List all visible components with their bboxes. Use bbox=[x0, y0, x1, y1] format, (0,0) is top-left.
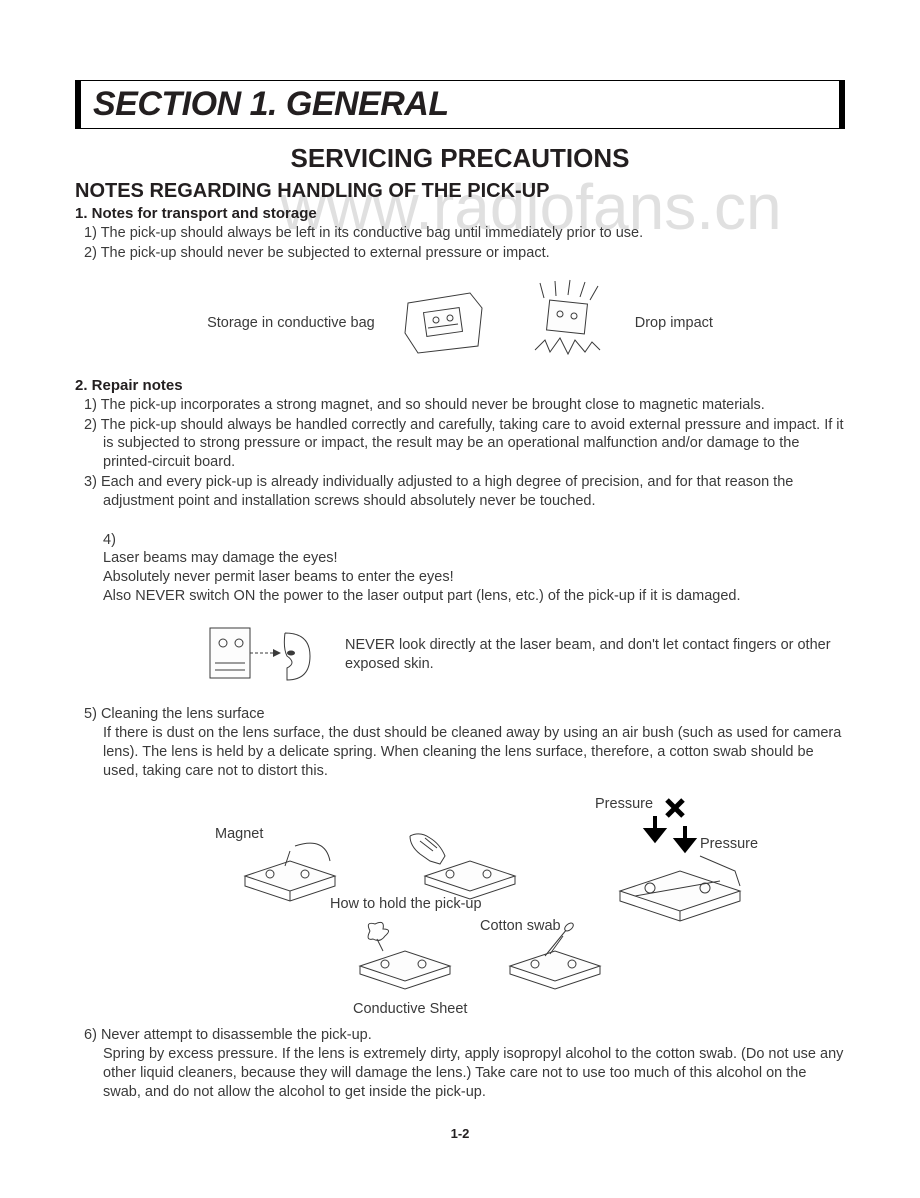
item-text: Each and every pick-up is already indivi… bbox=[101, 474, 793, 509]
storage-bag-icon bbox=[395, 283, 495, 363]
list-item: 4) Laser beams may damage the eyes! Abso… bbox=[103, 512, 845, 606]
list-item: 6) Never attempt to disassemble the pick… bbox=[103, 1026, 845, 1101]
handling-diagram: Magnet How to hold the pick-up Cotton sw… bbox=[75, 796, 845, 1016]
section-title-box: SECTION 1. GENERAL bbox=[75, 80, 845, 129]
page-number: 1-2 bbox=[75, 1126, 845, 1141]
laser-warning-row: NEVER look directly at the laser beam, a… bbox=[205, 618, 845, 693]
page-content: SECTION 1. GENERAL SERVICING PRECAUTIONS… bbox=[75, 80, 845, 1141]
conductive-sheet-icon bbox=[345, 921, 465, 1001]
hand-holding-icon bbox=[405, 826, 535, 906]
section1-heading: 1. Notes for transport and storage bbox=[75, 205, 845, 222]
magnet-pickup-icon bbox=[235, 841, 345, 911]
item-num: 2) bbox=[84, 417, 97, 433]
list-item: 1) The pick-up incorporates a strong mag… bbox=[103, 396, 845, 415]
item-heading: Cleaning the lens surface bbox=[101, 706, 265, 722]
section2-heading: 2. Repair notes bbox=[75, 377, 845, 394]
item-text: Laser beams may damage the eyes! Absolut… bbox=[103, 550, 740, 604]
item-text: Spring by excess pressure. If the lens i… bbox=[103, 1046, 843, 1100]
item-num: 6) bbox=[84, 1027, 97, 1043]
item-num: 5) bbox=[84, 706, 97, 722]
item-text: The pick-up should never be subjected to… bbox=[101, 245, 550, 261]
fig-label-storage: Storage in conductive bag bbox=[207, 315, 375, 331]
item-heading: Never attempt to disassemble the pick-up… bbox=[101, 1027, 372, 1043]
item-num: 4) bbox=[103, 532, 116, 548]
subtitle: SERVICING PRECAUTIONS bbox=[75, 143, 845, 174]
list-item: 2) The pick-up should never be subjected… bbox=[103, 244, 845, 263]
laser-eye-icon bbox=[205, 618, 315, 693]
list-item: 3) Each and every pick-up is already ind… bbox=[103, 473, 845, 511]
list-item: 2) The pick-up should always be handled … bbox=[103, 416, 845, 473]
item-num: 1) bbox=[84, 397, 97, 413]
list-item: 5) Cleaning the lens surface If there is… bbox=[103, 705, 845, 780]
pressure-warning-icon bbox=[595, 796, 775, 946]
item-text: The pick-up should always be left in its… bbox=[101, 225, 643, 241]
figure-row-transport: Storage in conductive bag Drop impact bbox=[75, 283, 845, 363]
label-magnet: Magnet bbox=[215, 826, 263, 842]
item-text: The pick-up should always be handled cor… bbox=[101, 417, 844, 471]
item-num: 2) bbox=[84, 245, 97, 261]
label-sheet: Conductive Sheet bbox=[353, 1001, 467, 1017]
item-num: 1) bbox=[84, 225, 97, 241]
fig-label-drop: Drop impact bbox=[635, 315, 713, 331]
list-item: 1) The pick-up should always be left in … bbox=[103, 224, 845, 243]
drop-impact-icon bbox=[515, 283, 615, 363]
laser-warning-text: NEVER look directly at the laser beam, a… bbox=[345, 636, 845, 675]
item-text: If there is dust on the lens surface, th… bbox=[103, 725, 841, 779]
item-num: 3) bbox=[84, 474, 97, 490]
section-title: SECTION 1. GENERAL bbox=[93, 85, 827, 124]
item-text: The pick-up incorporates a strong magnet… bbox=[101, 397, 765, 413]
notes-heading: NOTES REGARDING HANDLING OF THE PICK-UP bbox=[75, 180, 845, 203]
